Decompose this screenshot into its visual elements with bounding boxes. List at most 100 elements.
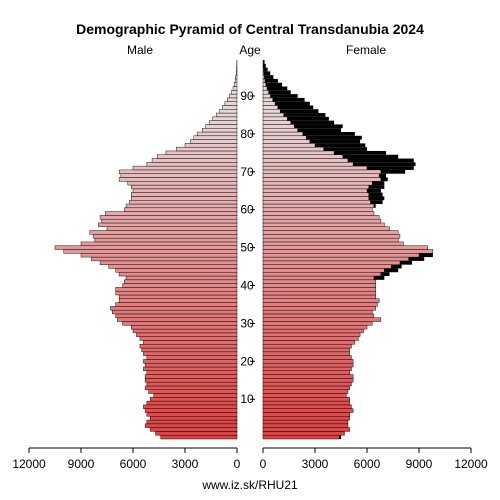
female-bar — [262, 249, 434, 254]
female-x-tick-label: 3000 — [302, 457, 329, 471]
female-bar — [262, 203, 375, 209]
male-bar — [91, 256, 238, 262]
male-bar — [155, 431, 238, 436]
female-bar — [262, 200, 371, 205]
female-bar — [262, 328, 364, 334]
male-bar — [235, 74, 238, 80]
age-tick-label: 30 — [240, 316, 254, 330]
male-bar — [118, 272, 238, 277]
female-bar — [262, 260, 401, 265]
age-tick-label: 10 — [240, 392, 254, 406]
female-surplus-bar — [297, 128, 341, 133]
female-surplus-bar — [342, 154, 399, 159]
female-bar — [262, 146, 324, 152]
female-bar — [262, 124, 295, 129]
female-bar — [262, 340, 356, 345]
female-bar — [262, 181, 373, 186]
male-bar — [146, 381, 238, 387]
female-bar — [262, 222, 385, 227]
male-x-tick-label: 0 — [234, 457, 241, 471]
male-bar — [99, 215, 238, 220]
male-x-tick-label: 3000 — [172, 457, 199, 471]
male-bar — [99, 260, 238, 265]
female-bar — [262, 400, 350, 406]
male-bar — [118, 169, 238, 174]
female-bar — [262, 245, 428, 250]
age-tick-label: 40 — [240, 279, 254, 293]
female-bar — [262, 71, 265, 76]
female-bar — [262, 366, 352, 372]
male-bar — [144, 385, 238, 390]
male-bar — [125, 203, 238, 209]
x-axis: 0 0 3000 3000 6000 6000 9000 9000 12000 12000 — [12, 447, 488, 471]
male-bar — [143, 351, 238, 356]
female-bar — [262, 347, 350, 353]
male-bar — [150, 427, 238, 432]
male-bar — [131, 192, 238, 197]
male-bar — [115, 290, 238, 296]
male-bar — [132, 188, 238, 193]
female-bar — [262, 287, 376, 292]
male-bar — [129, 200, 238, 205]
female-bar — [262, 196, 369, 201]
male-bar — [127, 181, 238, 186]
male-bar — [146, 162, 238, 167]
male-bar — [224, 101, 238, 106]
male-bar — [151, 158, 238, 163]
male-bar — [176, 146, 238, 152]
female-bar — [262, 302, 378, 307]
female-surplus-bar — [266, 86, 288, 91]
male-bar — [139, 344, 238, 349]
male-bar — [144, 362, 238, 368]
female-bar — [262, 150, 335, 155]
female-bar — [262, 188, 368, 193]
female-bar — [262, 215, 380, 220]
age-axis: 10 20 30 40 50 60 70 80 90 — [240, 89, 255, 406]
female-bar — [262, 112, 285, 118]
female-surplus-bar — [367, 188, 381, 193]
female-bar — [262, 82, 266, 87]
female-bar — [262, 173, 380, 178]
female-header: Female — [346, 43, 386, 57]
female-surplus-bar — [264, 78, 278, 83]
female-surplus-bar — [290, 120, 335, 125]
male-bar — [143, 404, 238, 409]
female-bar — [262, 279, 376, 284]
male-bar — [110, 306, 238, 311]
male-bar — [219, 109, 238, 114]
female-bar — [262, 241, 404, 246]
female-bar — [262, 234, 401, 239]
female-bar — [262, 207, 373, 212]
female-bar — [262, 90, 269, 95]
female-bar — [262, 158, 349, 163]
female-surplus-bar — [294, 124, 343, 129]
female-bar — [262, 116, 288, 121]
male-bar — [131, 325, 238, 330]
male-bar — [131, 196, 238, 201]
female-bar — [262, 434, 340, 440]
female-bar — [262, 385, 350, 390]
male-bar — [105, 211, 238, 216]
male-bar — [143, 359, 238, 364]
female-x-tick-label: 12000 — [454, 457, 488, 471]
male-bar — [122, 321, 238, 326]
female-bar — [262, 419, 349, 425]
female-surplus-bar — [380, 272, 390, 277]
male-bar — [101, 218, 238, 224]
male-bar — [80, 253, 238, 258]
male-bar — [120, 173, 238, 178]
female-bar — [262, 306, 376, 311]
male-bar — [193, 135, 238, 140]
female-bar — [262, 427, 350, 432]
female-bar — [262, 139, 311, 144]
male-bar — [150, 416, 238, 421]
male-bar — [143, 340, 238, 345]
female-surplus-bar — [391, 264, 402, 269]
female-bar — [262, 336, 359, 341]
male-bar — [146, 400, 238, 406]
female-surplus-bar — [384, 268, 399, 273]
female-surplus-bar — [408, 257, 425, 261]
male-bar — [148, 389, 238, 394]
